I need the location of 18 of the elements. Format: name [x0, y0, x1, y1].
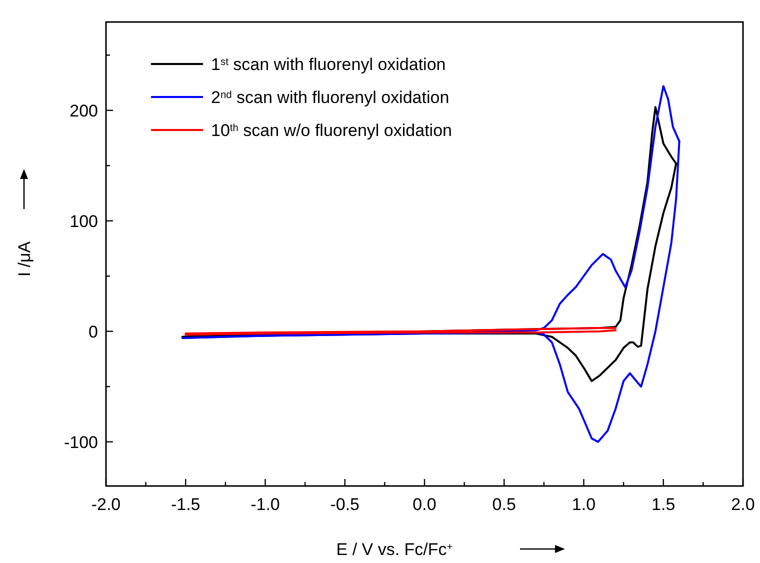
- x-tick-label: 1.0: [572, 495, 596, 514]
- legend-label: 1$^{st}$ scan with fluorenyl oxidation: [211, 55, 446, 74]
- x-tick-label: 0.5: [492, 495, 516, 514]
- y-tick-label: -100: [64, 432, 98, 452]
- x-tick-label: 2.0: [731, 495, 755, 514]
- legend-label: 2$^{nd}$ scan with fluorenyl oxidation: [211, 88, 450, 107]
- y-tick-label: 200: [70, 101, 98, 120]
- x-tick-label: -2.0: [91, 495, 121, 514]
- x-tick-label: 0.0: [412, 495, 436, 514]
- y-tick-label: 100: [70, 212, 98, 231]
- x-tick-label: -1.0: [250, 495, 280, 514]
- x-tick-label: -1.5: [170, 495, 200, 514]
- y-tick-label: 0: [88, 322, 98, 342]
- x-tick-label: 1.5: [652, 495, 676, 514]
- x-axis-title: E / V vs. Fc/Fc$^{+}$: [336, 540, 453, 559]
- x-tick-label: -0.5: [330, 495, 360, 514]
- y-axis-title: I /μA: [15, 240, 34, 277]
- legend-label: 10$^{th}$ scan w/o fluorenyl oxidation: [211, 121, 452, 140]
